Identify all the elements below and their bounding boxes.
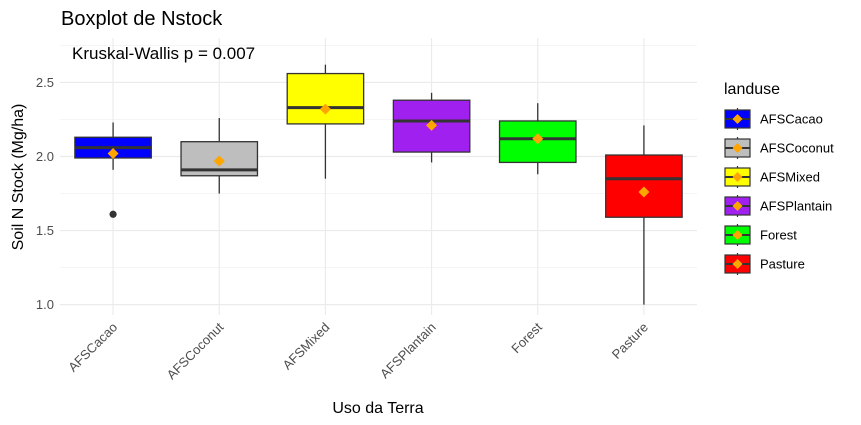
legend-key-mean [732,259,743,269]
boxes [74,64,683,305]
y-axis-title: Soil N Stock (Mg/ha) [10,104,27,251]
box-Forest [498,103,577,175]
legend-item-Forest: Forest [724,224,797,246]
mean-marker [532,133,544,145]
legend-key-mean [732,201,743,211]
legend-item-AFSPlantain: AFSPlantain [724,195,832,217]
legend-item-AFSMixed: AFSMixed [724,166,820,188]
legend-title: landuse [724,81,780,98]
legend-label: Forest [760,228,797,243]
box-AFSCacao [74,122,152,218]
y-tick-label: 2.0 [36,149,54,164]
legend: landuse AFSCacao AFSCoconut AFSMixed AFSPla… [724,81,834,275]
box-AFSPlantain [392,92,471,163]
box-Pasture [605,125,683,305]
y-tick-label: 2.5 [36,75,54,90]
outlier-point [109,210,117,218]
legend-key-mean [732,143,743,153]
legend-item-AFSCacao: AFSCacao [724,108,823,130]
box-AFSCoconut [180,117,259,194]
y-tick-label: 1.5 [36,223,54,238]
legend-item-AFSCoconut: AFSCoconut [724,137,834,159]
mean-marker [213,155,225,167]
legend-key-mean [732,114,743,124]
y-axis-ticks: 1.0 1.5 2.0 2.5 [36,75,54,312]
chart-title: Boxplot de Nstock [61,8,223,30]
legend-label: AFSMixed [760,170,820,185]
legend-label: AFSCacao [760,112,823,127]
legend-label: Pasture [760,257,805,272]
box-AFSMixed [286,64,365,179]
box-body [286,72,365,125]
mean-marker [107,148,119,160]
mean-marker [426,119,438,131]
legend-key-mean [732,230,743,240]
kruskal-wallis-annotation: Kruskal-Wallis p = 0.007 [72,44,255,63]
legend-label: AFSCoconut [760,141,834,156]
mean-marker [638,186,650,198]
legend-label: AFSPlantain [760,199,832,214]
box-body [605,154,683,218]
legend-item-Pasture: Pasture [724,253,805,275]
x-axis-title: Uso da Terra [332,400,423,417]
y-tick-label: 1.0 [36,297,54,312]
legend-key-mean [732,172,743,182]
mean-marker [319,103,331,115]
